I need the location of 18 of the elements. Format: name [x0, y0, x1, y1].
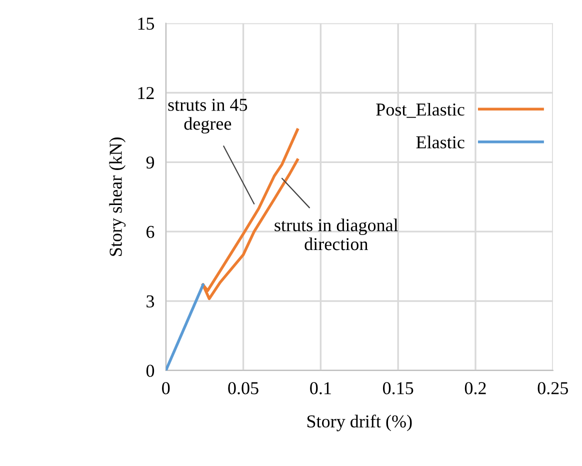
annotation: struts in 45 degree	[168, 98, 248, 134]
y-tick-label: 6	[146, 226, 154, 238]
x-tick-label: 0.05	[228, 382, 258, 394]
legend-label: Elastic	[416, 136, 464, 148]
annotation: struts in diagonal direction	[274, 218, 398, 250]
legend-label: Post_Elastic	[376, 102, 464, 118]
y-tick-label: 12	[138, 87, 154, 99]
x-tick-label: 0.15	[382, 382, 414, 394]
x-tick-label: 0	[162, 382, 170, 394]
y-axis-title: Story shear (kN)	[109, 138, 126, 256]
x-tick-label: 0.25	[538, 382, 568, 394]
y-tick-label: 3	[146, 295, 154, 308]
x-tick-label: 0.2	[464, 382, 486, 394]
y-tick-label: 15	[138, 18, 154, 30]
y-tick-label: 9	[146, 156, 154, 169]
x-axis-title: Story drift (%)	[307, 414, 412, 432]
x-tick-label: 0.1	[310, 382, 331, 394]
y-tick-label: 0	[146, 364, 154, 377]
